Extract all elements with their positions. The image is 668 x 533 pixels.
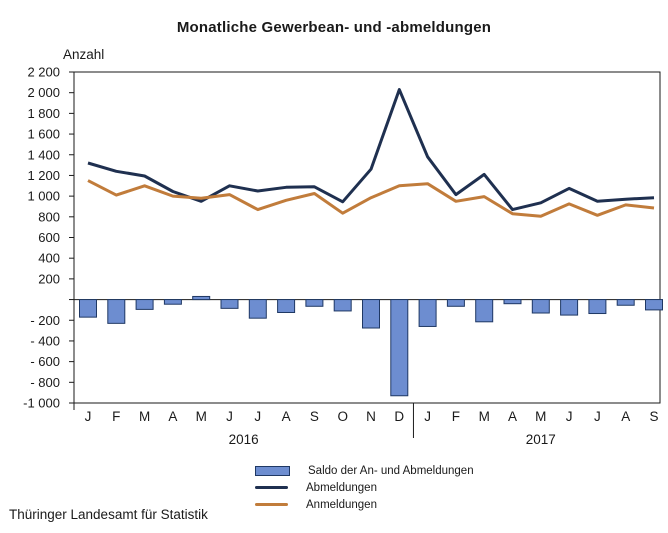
month-label: O bbox=[337, 409, 348, 424]
saldo-bar bbox=[616, 299, 635, 306]
legend-label-saldo: Saldo der An- und Abmeldungen bbox=[308, 464, 474, 477]
month-label: A bbox=[508, 409, 517, 424]
saldo-bar bbox=[163, 299, 182, 305]
y-axis-title: Anzahl bbox=[63, 47, 105, 62]
saldo-bar bbox=[135, 299, 154, 310]
chart-title: Monatliche Gewerbean- und -abmeldungen bbox=[176, 19, 492, 36]
legend-item-abmeldungen: Abmeldungen bbox=[255, 481, 474, 494]
legend-item-anmeldungen: Anmeldungen bbox=[255, 498, 474, 511]
y-tick-label: 600 bbox=[38, 230, 60, 245]
y-tick-label: -1 000 bbox=[23, 396, 60, 411]
month-label: F bbox=[452, 409, 460, 424]
y-tick-label: - 400 bbox=[30, 333, 60, 348]
month-label: J bbox=[424, 409, 431, 424]
month-label: M bbox=[139, 409, 150, 424]
y-tick-label: 2 200 bbox=[27, 65, 60, 80]
saldo-bar bbox=[248, 299, 267, 319]
saldo-bar bbox=[418, 299, 437, 327]
month-label: A bbox=[168, 409, 177, 424]
month-label: D bbox=[394, 409, 404, 424]
anmeldungen-line bbox=[87, 179, 655, 218]
month-label: J bbox=[566, 409, 573, 424]
month-label: S bbox=[649, 409, 658, 424]
saldo-bar bbox=[333, 299, 352, 312]
month-label: A bbox=[621, 409, 630, 424]
month-label: J bbox=[85, 409, 92, 424]
legend-label-abmeldungen: Abmeldungen bbox=[306, 481, 377, 494]
plot-frame bbox=[73, 71, 661, 404]
y-tick-label: 1 400 bbox=[27, 147, 60, 162]
y-tick-label: - 200 bbox=[30, 313, 60, 328]
saldo-bar bbox=[446, 299, 465, 307]
saldo-bar bbox=[305, 299, 324, 307]
year-label: 2017 bbox=[526, 432, 556, 447]
y-tick-label: - 800 bbox=[30, 375, 60, 390]
month-label: M bbox=[196, 409, 207, 424]
y-tick-label: 200 bbox=[38, 271, 60, 286]
saldo-bar bbox=[503, 299, 522, 305]
y-tick-label: 1 800 bbox=[27, 106, 60, 121]
saldo-bar bbox=[390, 299, 409, 397]
y-tick-label: 400 bbox=[38, 251, 60, 266]
month-label: A bbox=[282, 409, 291, 424]
saldo-bar bbox=[107, 299, 126, 324]
year-label: 2016 bbox=[229, 432, 259, 447]
month-label: J bbox=[594, 409, 601, 424]
y-tick-label: 1 000 bbox=[27, 189, 60, 204]
axes: 2 200 2 000 1 800 1 600 1 400 1 200 1 000 800 60… bbox=[23, 65, 661, 411]
saldo-bar bbox=[588, 299, 607, 315]
y-tick-label: 1 600 bbox=[27, 127, 60, 142]
saldo-bar bbox=[475, 299, 494, 323]
y-tick-label: 800 bbox=[38, 209, 60, 224]
month-label: F bbox=[112, 409, 120, 424]
saldo-bar bbox=[531, 299, 550, 314]
y-tick-label: 2 000 bbox=[27, 85, 60, 100]
saldo-bar bbox=[560, 299, 579, 316]
chart-canvas: 2 200 2 000 1 800 1 600 1 400 1 200 1 000 800 60… bbox=[23, 65, 663, 447]
source-attribution: Thüringer Landesamt für Statistik bbox=[9, 507, 208, 522]
abmeldungen-line bbox=[87, 88, 655, 212]
saldo-bar-swatch-icon bbox=[255, 465, 290, 476]
abmeldungen-line-swatch-icon bbox=[255, 485, 288, 490]
month-label: N bbox=[366, 409, 376, 424]
chart-legend: Saldo der An- und Abmeldungen Abmeldunge… bbox=[255, 464, 474, 511]
saldo-bar bbox=[645, 299, 663, 311]
y-tick-label: - 600 bbox=[30, 354, 60, 369]
month-label: M bbox=[535, 409, 546, 424]
legend-item-saldo: Saldo der An- und Abmeldungen bbox=[255, 464, 474, 477]
saldo-bar bbox=[220, 299, 239, 309]
month-label: S bbox=[310, 409, 319, 424]
x-axis-labels: J F M A M J J A S O N D J F M A M J J A S 2016 2017 bbox=[73, 403, 659, 447]
saldo-bars bbox=[79, 295, 663, 397]
month-label: J bbox=[226, 409, 233, 424]
legend-label-anmeldungen: Anmeldungen bbox=[306, 498, 377, 511]
saldo-bar bbox=[192, 295, 211, 301]
month-label: J bbox=[254, 409, 261, 424]
saldo-bar bbox=[79, 299, 97, 318]
anmeldungen-line-swatch-icon bbox=[255, 502, 288, 507]
month-label: M bbox=[479, 409, 490, 424]
y-tick-label: 1 200 bbox=[27, 168, 60, 183]
saldo-bar bbox=[277, 299, 296, 313]
saldo-bar bbox=[362, 299, 380, 329]
